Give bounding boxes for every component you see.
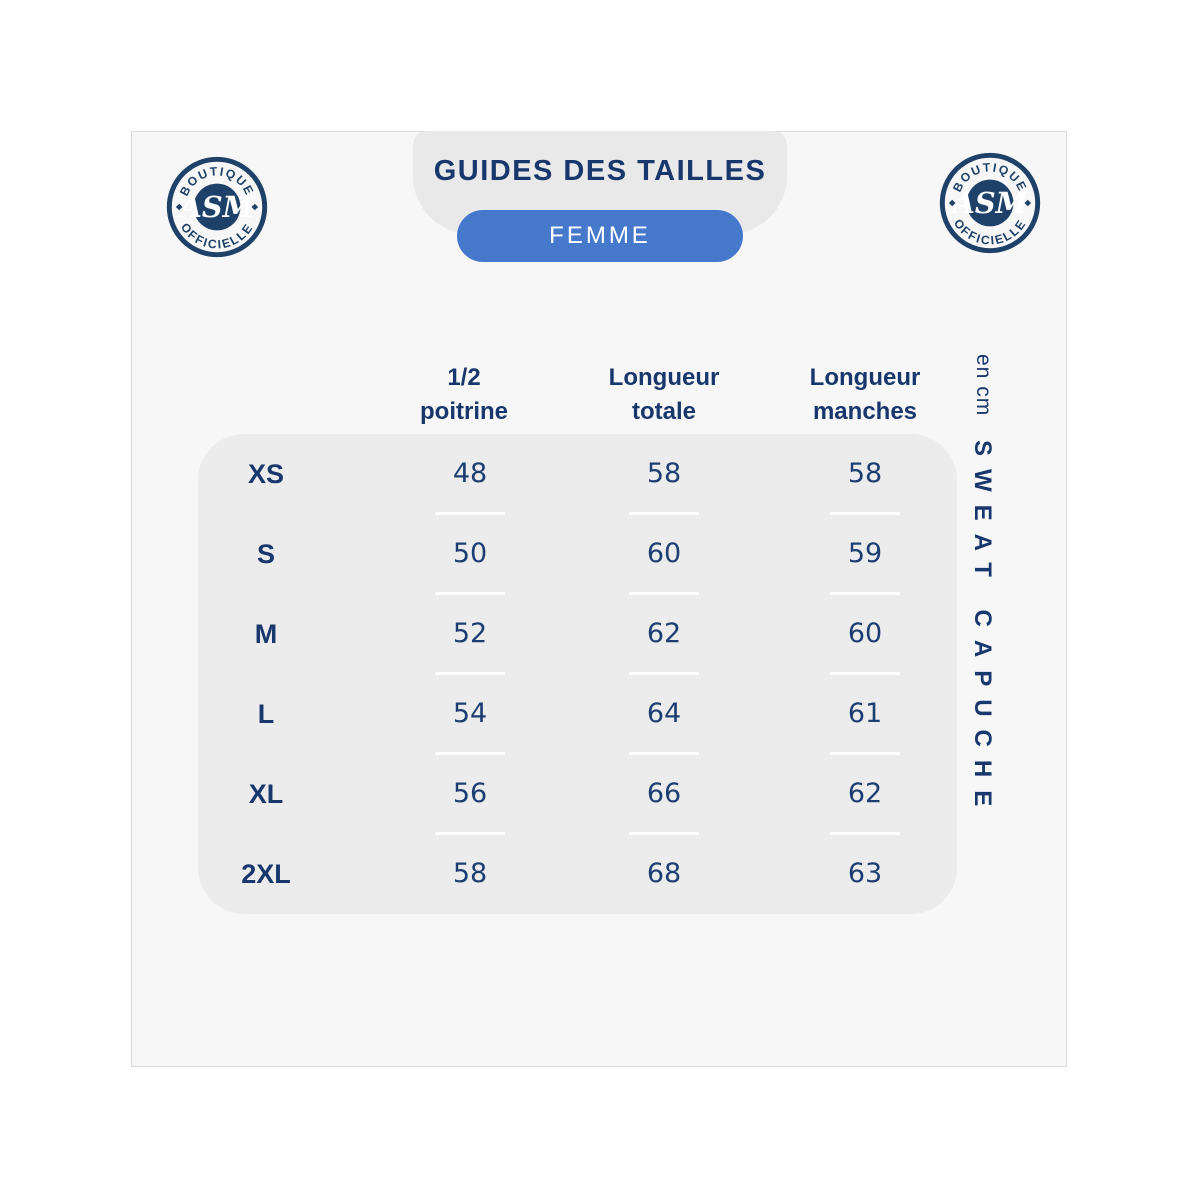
logo-center-disc (966, 179, 1014, 227)
total-length-value: 62 (646, 618, 682, 649)
size-table: XS 48 58 58 S 50 60 59 M 52 62 60 L 54 6… (198, 434, 957, 914)
row-separator (435, 672, 505, 675)
row-separator (830, 672, 900, 675)
half-chest-value: 48 (452, 458, 488, 489)
half-chest-value: 54 (452, 698, 488, 729)
row-separator (830, 752, 900, 755)
row-separator (435, 592, 505, 595)
row-separator (435, 832, 505, 835)
table-row-xs: XS 48 58 58 (198, 434, 957, 514)
sleeve-length-value: 61 (847, 698, 883, 729)
total-length-value: 58 (646, 458, 682, 489)
logo-monogram: ASM (949, 186, 1028, 220)
column-header-line: 1/2 (447, 364, 481, 391)
size-label: 2XL (241, 859, 291, 889)
product-name-label: SWEAT CAPUCHE (969, 440, 996, 820)
sleeve-length-value: 63 (847, 858, 883, 889)
sleeve-length-value: 60 (847, 618, 883, 649)
row-separator (629, 752, 699, 755)
logo-outer-ring (939, 152, 1041, 254)
half-chest-value: 58 (452, 858, 488, 889)
table-row-m: M 52 62 60 (198, 594, 957, 674)
sleeve-length-value: 59 (847, 538, 883, 569)
size-guide-card: GUIDES DES TAILLES FEMME ASM BOUTIQUE OF… (131, 131, 1067, 1067)
total-length-value: 66 (646, 778, 682, 809)
sleeve-length-value: 62 (847, 778, 883, 809)
size-label: XL (248, 779, 284, 809)
table-row-xl: XL 56 66 62 (198, 754, 957, 834)
sleeve-length-value: 58 (847, 458, 883, 489)
row-separator (830, 832, 900, 835)
row-separator (629, 832, 699, 835)
row-separator (435, 512, 505, 515)
row-separator (629, 672, 699, 675)
column-header-sleeve-length: Longueur manches (810, 361, 921, 429)
logo-monogram: ASM (176, 190, 255, 224)
row-separator (629, 512, 699, 515)
column-header-line: totale (631, 398, 696, 425)
page-title: GUIDES DES TAILLES (433, 155, 767, 187)
unit-label: en cm (972, 354, 995, 417)
logo-center-disc (193, 183, 241, 231)
size-label: M (254, 619, 278, 649)
asm-boutique-officielle-logo-left: ASM BOUTIQUE OFFICIELLE (166, 156, 268, 258)
size-label: L (257, 699, 275, 729)
column-header-total-length: Longueur totale (609, 361, 720, 429)
total-length-value: 64 (646, 698, 682, 729)
size-label: XS (247, 459, 285, 489)
row-separator (629, 592, 699, 595)
row-separator (830, 512, 900, 515)
size-label: S (256, 539, 276, 569)
table-row-l: L 54 64 61 (198, 674, 957, 754)
logo-outer-ring (166, 156, 268, 258)
half-chest-value: 50 (452, 538, 488, 569)
total-length-value: 68 (646, 858, 682, 889)
asm-boutique-officielle-logo-right: ASM BOUTIQUE OFFICIELLE (939, 152, 1041, 254)
femme-category-button[interactable]: FEMME (457, 210, 743, 262)
column-header-line: poitrine (420, 398, 508, 425)
column-header-line: Longueur (809, 364, 921, 391)
row-separator (830, 592, 900, 595)
table-row-s: S 50 60 59 (198, 514, 957, 594)
column-header-line: Longueur (608, 364, 720, 391)
half-chest-value: 52 (452, 618, 488, 649)
femme-category-label: FEMME (549, 222, 651, 249)
half-chest-value: 56 (452, 778, 488, 809)
logo-right-diamond-dot (1024, 199, 1032, 207)
row-separator (435, 752, 505, 755)
column-header-line: manches (812, 398, 918, 425)
table-row-2xl: 2XL 58 68 63 (198, 834, 957, 914)
total-length-value: 60 (646, 538, 682, 569)
column-header-half-chest: 1/2 poitrine (420, 361, 508, 429)
